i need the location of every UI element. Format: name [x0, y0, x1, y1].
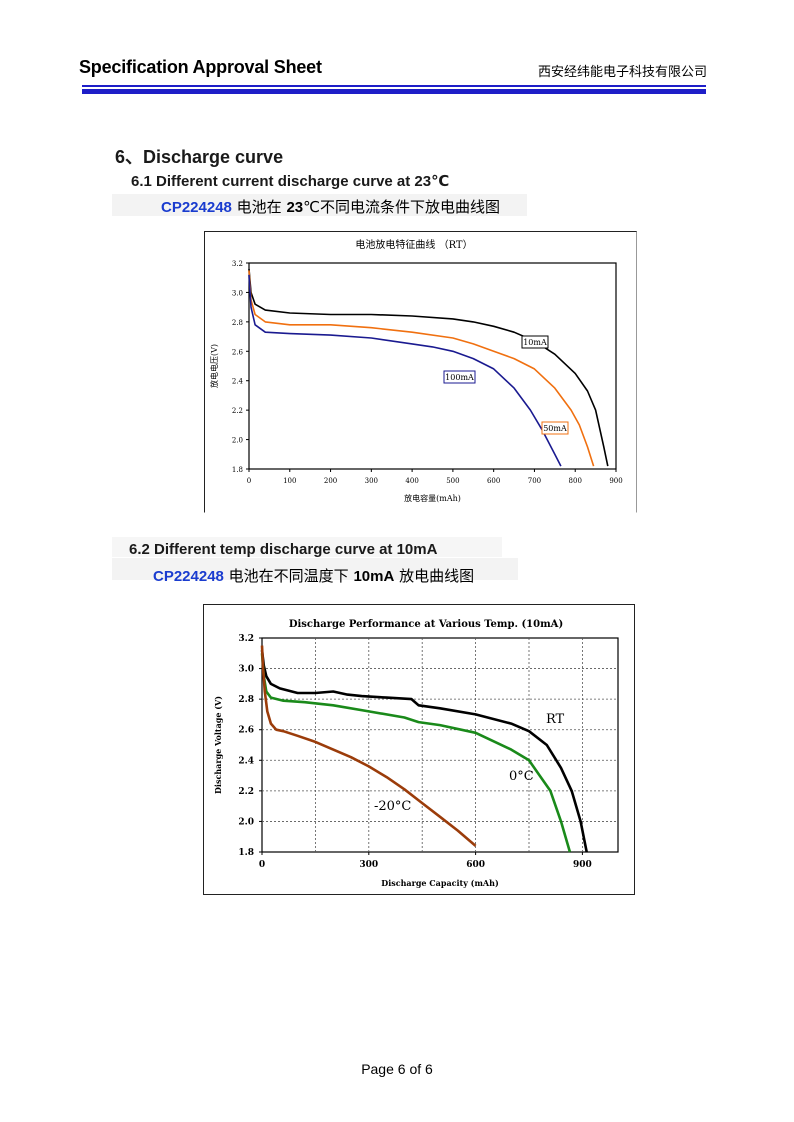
y-tick-label: 2.4 — [232, 378, 244, 386]
company-name: 西安经纬能电子科技有限公司 — [538, 65, 708, 80]
caption-6-1: CP224248 电池在 23℃不同电流条件下放电曲线图 — [161, 196, 500, 217]
caption-6-2: CP224248 电池在不同温度下 10mA 放电曲线图 — [153, 565, 474, 586]
x-tick-label: 100 — [283, 477, 296, 485]
y-tick-label: 2.0 — [232, 437, 243, 445]
x-tick-label: 900 — [609, 477, 622, 485]
y-tick-label: 1.8 — [232, 466, 243, 474]
x-tick-label: 600 — [466, 860, 485, 870]
caption-text: ℃不同电流条件下放电曲线图 — [303, 198, 500, 216]
x-tick-label: 700 — [528, 477, 541, 485]
y-tick-label: 3.0 — [238, 665, 254, 675]
x-axis-label: Discharge Capacity (mAh) — [381, 878, 499, 888]
series-label-50ma: 50mA — [543, 424, 567, 433]
series-label-0-c: 0°C — [509, 769, 534, 784]
y-tick-label: 3.0 — [232, 289, 243, 297]
y-tick-label: 3.2 — [232, 260, 243, 268]
caption-band-6-1 — [112, 194, 527, 216]
y-tick-label: 2.8 — [238, 695, 254, 705]
caption-text: 电池在不同温度下 — [223, 567, 354, 585]
chart-title: Discharge Performance at Various Temp. (… — [289, 619, 563, 630]
series-line-10ma — [248, 268, 609, 467]
chart-title: 电池放电特征曲线 （RT） — [355, 238, 472, 251]
series-label-100ma: 100mA — [445, 373, 474, 382]
page-number: Page 6 of 6 — [361, 1061, 433, 1077]
x-tick-label: 300 — [365, 477, 378, 485]
plot-area — [248, 262, 617, 470]
y-tick-label: 2.6 — [238, 726, 254, 736]
x-tick-label: 800 — [569, 477, 582, 485]
series-line-0-c — [260, 653, 572, 853]
caption-text: 放电曲线图 — [394, 567, 475, 585]
subsection-title-6-2: 6.2 Different temp discharge curve at 10… — [129, 541, 438, 558]
chart-rt-current: 电池放电特征曲线 （RT） 1.8 2.0 2.2 2.4 2.6 2.8 3.0 3.2 0 10… — [209, 238, 623, 503]
chart-2-frame: Discharge Performance at Various Temp. (… — [203, 604, 635, 895]
x-tick-label: 200 — [324, 477, 337, 485]
x-tick-label: 500 — [446, 477, 459, 485]
header-rule-thick — [82, 89, 706, 94]
x-tick-label: 600 — [487, 477, 500, 485]
series-label-10ma: 10mA — [523, 338, 547, 347]
x-tick-label: 300 — [359, 860, 378, 870]
caption-model: CP224248 — [161, 199, 232, 216]
subsection-title-6-1: 6.1 Different current discharge curve at… — [131, 173, 450, 190]
y-tick-label: 2.4 — [238, 756, 254, 766]
x-tick-label: 0 — [247, 477, 251, 485]
series-label-20-c: -20°C — [374, 799, 411, 814]
series-line-20-c — [260, 645, 477, 847]
series-line-50ma — [248, 270, 595, 467]
series-label-rt: RT — [546, 712, 565, 727]
x-tick-label: 0 — [259, 860, 265, 870]
x-tick-label: 400 — [405, 477, 418, 485]
y-axis-label: Discharge Voltage (V) — [213, 696, 223, 794]
caption-text: 电池在 — [231, 198, 287, 216]
header-rule-thin — [82, 85, 706, 87]
x-tick-label: 900 — [573, 860, 592, 870]
y-tick-label: 3.2 — [238, 634, 254, 644]
title-band-6-2 — [112, 537, 502, 557]
y-tick-label: 2.0 — [238, 817, 254, 827]
series-label-box — [521, 335, 549, 349]
section-title: 6、Discharge curve — [115, 147, 284, 167]
x-axis-label: 放电容量(mAh) — [404, 493, 461, 503]
chart-1-frame: 电池放电特征曲线 （RT） 1.8 2.0 2.2 2.4 2.6 2.8 3.0 3.2 0 10… — [204, 231, 637, 513]
y-tick-label: 2.2 — [232, 407, 243, 415]
y-tick-label: 2.8 — [232, 319, 243, 327]
y-tick-label: 2.6 — [232, 348, 244, 356]
caption-band-6-2 — [112, 558, 518, 580]
caption-current: 10mA — [353, 568, 395, 585]
y-axis-label: 放电电压(V) — [209, 344, 219, 388]
series-line-100ma — [248, 274, 562, 467]
series-label-box — [443, 370, 476, 384]
chart-temp: Discharge Performance at Various Temp. (… — [213, 619, 619, 888]
y-tick-label: 2.2 — [238, 787, 254, 797]
sheet-title: Specification Approval Sheet — [79, 57, 322, 77]
caption-temp: 23 — [286, 199, 304, 216]
y-tick-label: 1.8 — [238, 848, 254, 858]
caption-model: CP224248 — [153, 568, 224, 585]
series-label-box — [541, 421, 569, 435]
series-line-rt — [260, 650, 588, 853]
